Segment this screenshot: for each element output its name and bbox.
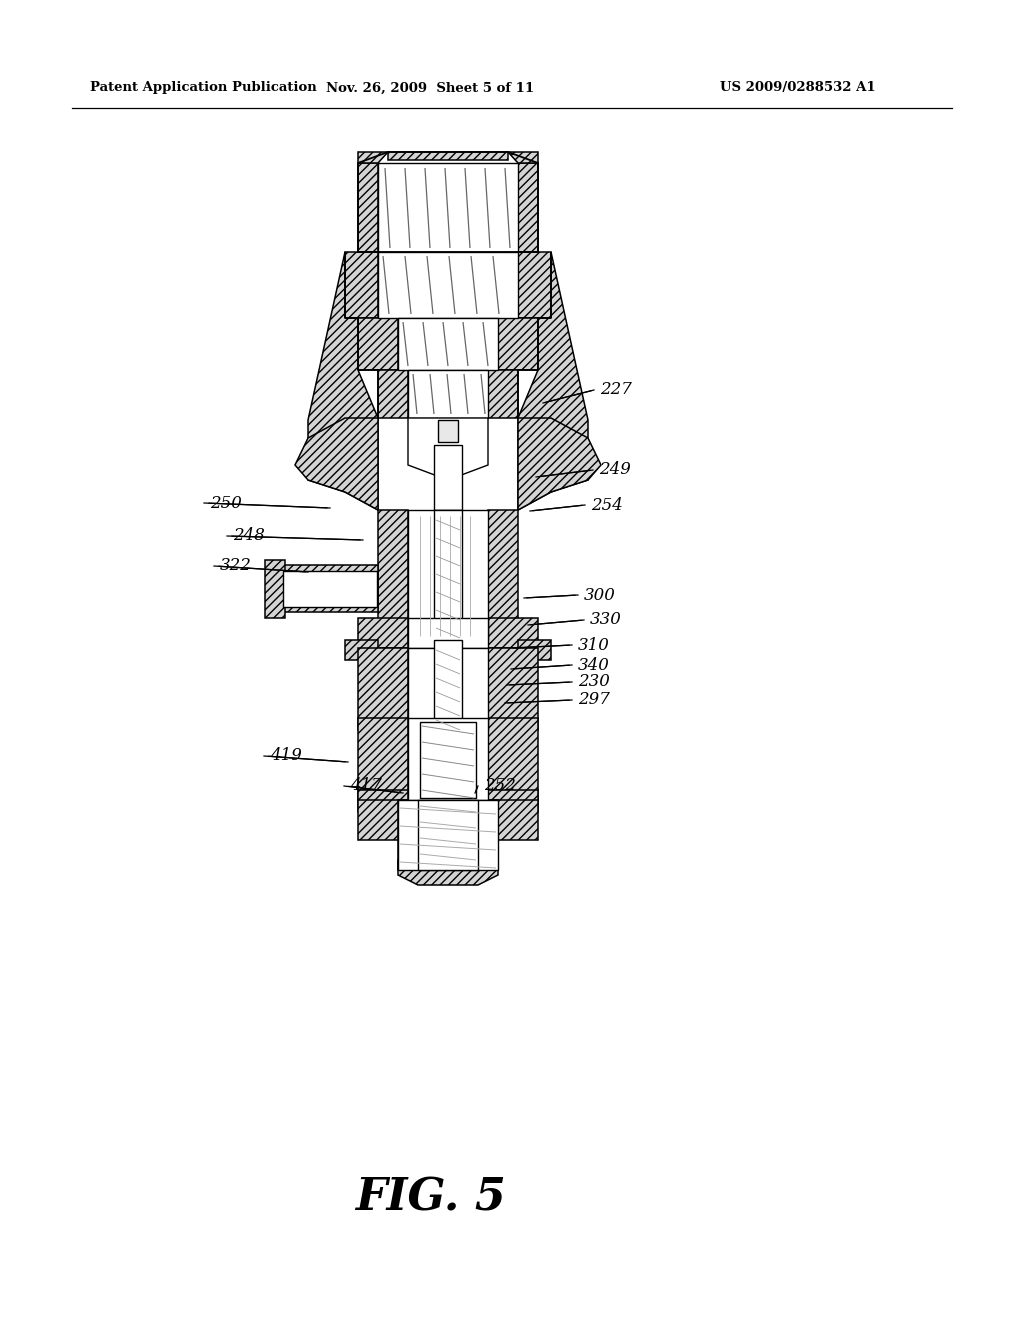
- Text: 340: 340: [578, 656, 610, 673]
- Text: 322: 322: [220, 557, 252, 574]
- Text: 230: 230: [578, 673, 610, 690]
- Polygon shape: [408, 618, 488, 648]
- Polygon shape: [398, 800, 418, 870]
- Text: 252: 252: [484, 777, 516, 795]
- Text: 249: 249: [599, 462, 631, 479]
- Polygon shape: [518, 252, 551, 318]
- Text: 248: 248: [233, 528, 265, 544]
- Polygon shape: [388, 152, 508, 160]
- Polygon shape: [518, 418, 601, 510]
- Polygon shape: [408, 648, 488, 730]
- Polygon shape: [488, 618, 538, 648]
- Polygon shape: [308, 252, 378, 510]
- Polygon shape: [378, 252, 518, 318]
- Polygon shape: [408, 510, 488, 640]
- Polygon shape: [488, 370, 518, 418]
- Text: 330: 330: [590, 611, 622, 628]
- Text: 310: 310: [578, 636, 610, 653]
- Polygon shape: [518, 252, 588, 510]
- Text: 300: 300: [584, 586, 615, 603]
- Polygon shape: [265, 560, 285, 618]
- Polygon shape: [358, 789, 538, 830]
- Text: Patent Application Publication: Patent Application Publication: [90, 82, 316, 95]
- Polygon shape: [358, 718, 408, 800]
- Polygon shape: [398, 861, 498, 884]
- Polygon shape: [378, 510, 408, 640]
- Polygon shape: [398, 800, 498, 870]
- Polygon shape: [345, 252, 378, 318]
- Polygon shape: [518, 640, 551, 660]
- Polygon shape: [358, 618, 408, 648]
- Polygon shape: [488, 648, 538, 730]
- Text: 297: 297: [578, 692, 610, 709]
- Polygon shape: [358, 800, 408, 840]
- Polygon shape: [295, 418, 378, 510]
- Polygon shape: [378, 162, 518, 252]
- Text: 254: 254: [591, 496, 623, 513]
- Polygon shape: [478, 800, 498, 870]
- Polygon shape: [358, 162, 378, 252]
- Text: 227: 227: [600, 381, 632, 399]
- Polygon shape: [408, 418, 488, 480]
- Polygon shape: [358, 152, 388, 162]
- Polygon shape: [358, 648, 408, 730]
- Text: 417: 417: [350, 777, 382, 795]
- Polygon shape: [434, 640, 462, 730]
- Polygon shape: [420, 665, 476, 680]
- Polygon shape: [438, 420, 458, 442]
- Polygon shape: [498, 318, 538, 370]
- Polygon shape: [488, 510, 518, 640]
- Polygon shape: [408, 370, 488, 418]
- Text: US 2009/0288532 A1: US 2009/0288532 A1: [720, 82, 876, 95]
- Polygon shape: [432, 418, 464, 445]
- Polygon shape: [408, 718, 488, 800]
- Polygon shape: [518, 162, 538, 252]
- Polygon shape: [358, 318, 398, 370]
- Polygon shape: [488, 800, 538, 840]
- Polygon shape: [378, 370, 408, 418]
- Polygon shape: [420, 680, 476, 696]
- Polygon shape: [508, 152, 538, 162]
- Polygon shape: [420, 722, 476, 799]
- Polygon shape: [280, 565, 378, 612]
- Polygon shape: [398, 318, 498, 370]
- Polygon shape: [418, 800, 478, 870]
- Polygon shape: [488, 718, 538, 800]
- Text: 419: 419: [270, 747, 302, 764]
- Polygon shape: [283, 572, 377, 607]
- Polygon shape: [434, 510, 462, 640]
- Polygon shape: [345, 640, 378, 660]
- Polygon shape: [434, 445, 462, 510]
- Text: FIG. 5: FIG. 5: [354, 1176, 506, 1220]
- Text: 250: 250: [210, 495, 242, 511]
- Text: Nov. 26, 2009  Sheet 5 of 11: Nov. 26, 2009 Sheet 5 of 11: [326, 82, 535, 95]
